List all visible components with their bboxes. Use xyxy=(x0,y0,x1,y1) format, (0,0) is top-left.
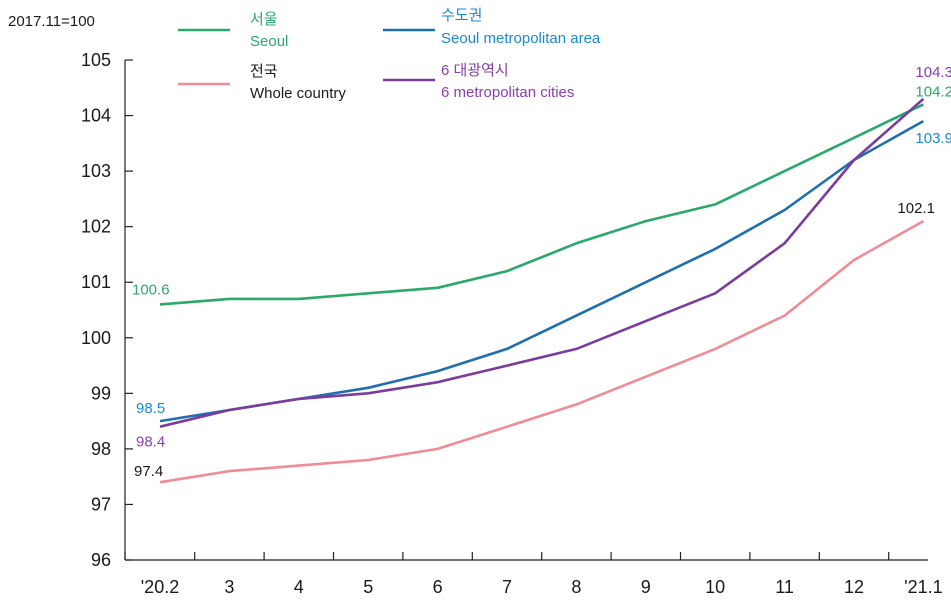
y-tick-label: 96 xyxy=(91,550,111,570)
x-tick-label: 11 xyxy=(775,577,794,597)
y-tick-label: 104 xyxy=(81,106,111,126)
x-tick-label: 7 xyxy=(502,577,512,597)
legend-label-en-six: 6 metropolitan cities xyxy=(441,84,574,101)
x-tick-label: '20.2 xyxy=(141,577,179,597)
legend-item-whole: 전국 Whole country xyxy=(178,63,346,102)
x-tick-label: 6 xyxy=(433,577,443,597)
x-tick-label: '21.1 xyxy=(904,577,942,597)
legend-label-ko-six: 6 대광역시 xyxy=(441,62,509,79)
x-tick-label: 9 xyxy=(641,577,651,597)
y-tick-label: 98 xyxy=(91,439,111,459)
y-tick-label: 105 xyxy=(81,50,111,70)
x-tick-label: 5 xyxy=(363,577,373,597)
chart-axes: 96 97 98 99 100 101 102 103 104 105 '20.2 3 4 5 6 7 8 9 10… xyxy=(81,50,943,597)
data-label-end-seoul: 104.2 xyxy=(915,83,951,100)
data-label-end-capital: 103.9 xyxy=(915,130,951,147)
legend-item-capital: 수도권 Seoul metropolitan area xyxy=(383,7,601,47)
x-tick-label: 12 xyxy=(844,577,864,597)
y-tick-label: 100 xyxy=(81,328,111,348)
legend-label-ko-whole: 전국 xyxy=(250,63,278,80)
legend-label-en-capital: Seoul metropolitan area xyxy=(441,30,601,47)
data-label-start-seoul: 100.6 xyxy=(132,281,170,298)
x-tick-label: 10 xyxy=(705,577,725,597)
chart-legend: 서울 Seoul 수도권 Seoul metropolitan area 전국 Whole… xyxy=(178,7,601,102)
y-tick-label: 99 xyxy=(91,383,111,403)
data-label-start-whole: 97.4 xyxy=(134,463,163,480)
data-label-start-capital: 98.5 xyxy=(136,400,165,417)
y-tick-label: 102 xyxy=(81,217,111,237)
data-label-start-six: 98.4 xyxy=(136,434,165,451)
data-label-end-whole: 102.1 xyxy=(897,200,935,217)
y-tick-label: 101 xyxy=(81,272,111,292)
series-line-seoul xyxy=(159,103,924,306)
series-line-capital xyxy=(159,119,925,423)
legend-label-ko-seoul: 서울 xyxy=(250,11,278,28)
x-tick-label: 8 xyxy=(571,577,581,597)
series-line-whole xyxy=(159,219,925,484)
legend-item-seoul: 서울 Seoul xyxy=(178,11,288,50)
chart-series xyxy=(159,97,925,484)
chart-data-labels: 100.6 104.2 98.5 103.9 97.4 102.1 98.4 104.3 xyxy=(132,64,951,480)
series-line-six xyxy=(159,97,925,428)
x-tick-label: 3 xyxy=(224,577,234,597)
x-tick-label: 4 xyxy=(294,577,304,597)
y-tick-label: 103 xyxy=(81,161,111,181)
legend-label-en-seoul: Seoul xyxy=(250,33,288,50)
data-label-end-six: 104.3 xyxy=(915,64,951,81)
legend-item-six: 6 대광역시 6 metropolitan cities xyxy=(383,62,574,101)
y-tick-label: 97 xyxy=(91,494,111,514)
base-index-label: 2017.11=100 xyxy=(8,13,95,30)
legend-label-en-whole: Whole country xyxy=(250,85,346,102)
legend-label-ko-capital: 수도권 xyxy=(441,7,482,24)
